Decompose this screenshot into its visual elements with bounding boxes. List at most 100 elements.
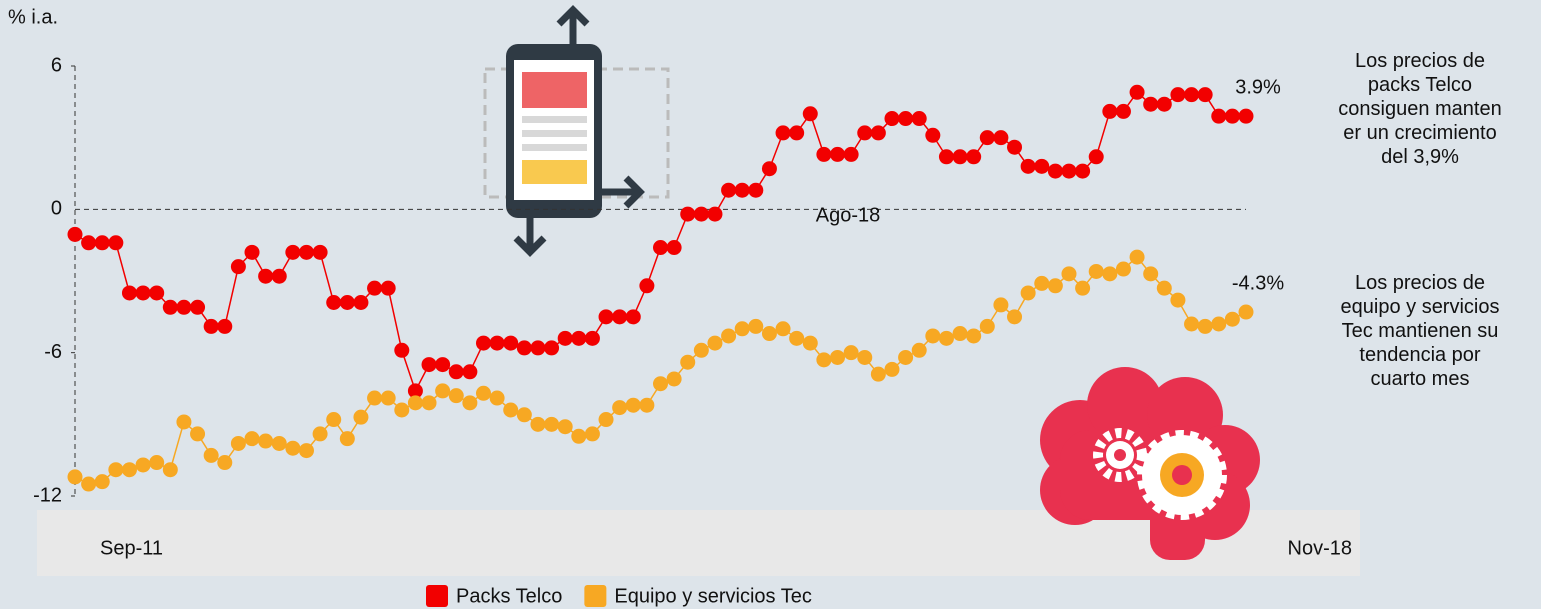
data-point	[585, 426, 600, 441]
data-point	[1116, 104, 1131, 119]
annotation: Ago-18	[816, 204, 881, 226]
data-point	[680, 207, 695, 222]
annotation-line: er un crecimiento	[1343, 122, 1496, 144]
data-point	[599, 412, 614, 427]
data-point	[1198, 319, 1213, 334]
data-point	[939, 331, 954, 346]
data-point	[353, 295, 368, 310]
value-label: -4.3%	[1232, 272, 1284, 294]
data-point	[81, 235, 96, 250]
data-point	[1239, 305, 1254, 320]
annotation-line: consiguen manten	[1338, 98, 1501, 120]
data-point	[993, 297, 1008, 312]
data-point	[612, 309, 627, 324]
legend-swatch	[426, 585, 448, 607]
data-point	[762, 161, 777, 176]
data-point	[163, 462, 178, 477]
data-point	[884, 111, 899, 126]
data-point	[1102, 104, 1117, 119]
data-point	[204, 319, 219, 334]
data-point	[1157, 97, 1172, 112]
data-point	[435, 357, 450, 372]
data-point	[1157, 281, 1172, 296]
data-point	[626, 309, 641, 324]
data-point	[776, 321, 791, 336]
y-tick-label: 0	[51, 198, 62, 220]
data-point	[1225, 109, 1240, 124]
data-point	[925, 128, 940, 143]
data-point	[95, 235, 110, 250]
data-point	[1034, 276, 1049, 291]
y-tick-label: -6	[44, 341, 62, 363]
data-point	[966, 328, 981, 343]
data-point	[299, 245, 314, 260]
data-point	[122, 285, 137, 300]
data-point	[326, 412, 341, 427]
data-point	[925, 328, 940, 343]
data-point	[707, 207, 722, 222]
legend-label: Equipo y servicios Tec	[614, 585, 812, 607]
data-point	[980, 319, 995, 334]
data-point	[966, 149, 981, 164]
data-point	[694, 207, 709, 222]
data-point	[530, 340, 545, 355]
data-point	[1143, 97, 1158, 112]
data-point	[95, 474, 110, 489]
data-point	[517, 340, 532, 355]
data-point	[1048, 278, 1063, 293]
data-point	[258, 269, 273, 284]
x-tick-label: Sep-11	[100, 537, 163, 559]
data-point	[217, 455, 232, 470]
data-point	[449, 388, 464, 403]
data-point	[1130, 85, 1145, 100]
data-point	[490, 336, 505, 351]
data-point	[313, 245, 328, 260]
annotation-line: equipo y servicios	[1341, 296, 1500, 318]
data-point	[612, 400, 627, 415]
data-point	[136, 285, 151, 300]
data-point	[503, 403, 518, 418]
data-point	[490, 391, 505, 406]
data-point	[190, 426, 205, 441]
data-point	[544, 417, 559, 432]
data-point	[285, 441, 300, 456]
data-point	[285, 245, 300, 260]
data-point	[326, 295, 341, 310]
data-point	[667, 371, 682, 386]
data-point	[394, 343, 409, 358]
data-point	[1130, 250, 1145, 265]
data-point	[1239, 109, 1254, 124]
data-point	[816, 147, 831, 162]
data-point	[789, 125, 804, 140]
annotation-line: Los precios de	[1355, 50, 1485, 72]
x-tick-label: Nov-18	[1288, 537, 1352, 559]
data-point	[830, 147, 845, 162]
data-point	[1034, 159, 1049, 174]
data-point	[381, 391, 396, 406]
data-point	[1021, 159, 1036, 174]
data-point	[912, 111, 927, 126]
data-point	[857, 125, 872, 140]
data-point	[422, 395, 437, 410]
data-point	[176, 414, 191, 429]
data-point	[367, 281, 382, 296]
data-point	[245, 431, 260, 446]
data-point	[953, 326, 968, 341]
data-point	[299, 443, 314, 458]
data-point	[735, 183, 750, 198]
data-point	[149, 285, 164, 300]
data-point	[585, 331, 600, 346]
data-point	[1021, 285, 1036, 300]
data-point	[190, 300, 205, 315]
data-point	[1089, 149, 1104, 164]
data-point	[721, 328, 736, 343]
data-point	[626, 398, 641, 413]
data-point	[653, 240, 668, 255]
data-point	[435, 383, 450, 398]
data-point	[871, 367, 886, 382]
annotation-line: tendencia por	[1359, 344, 1481, 366]
y-tick-label: 6	[51, 54, 62, 76]
data-point	[898, 350, 913, 365]
annotation-line: Los precios de	[1355, 272, 1485, 294]
data-point	[1048, 164, 1063, 179]
